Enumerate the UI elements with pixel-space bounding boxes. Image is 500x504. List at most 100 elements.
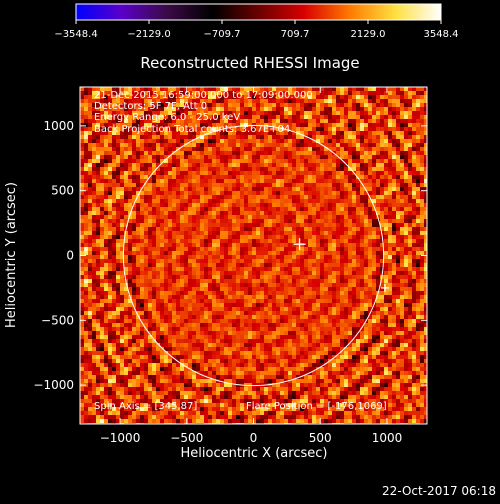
heatmap-cell: [404, 171, 408, 175]
heatmap-cell: [200, 263, 204, 267]
heatmap-cell: [124, 295, 128, 299]
heatmap-cell: [348, 175, 352, 179]
heatmap-cell: [88, 91, 92, 95]
heatmap-cell: [376, 255, 380, 259]
heatmap-cell: [96, 315, 100, 319]
heatmap-cell: [356, 155, 360, 159]
heatmap-cell: [276, 251, 280, 255]
heatmap-cell: [168, 239, 172, 243]
heatmap-cell: [272, 251, 276, 255]
heatmap-cell: [112, 191, 116, 195]
heatmap-cell: [328, 303, 332, 307]
heatmap-cell: [356, 115, 360, 119]
heatmap-cell: [368, 115, 372, 119]
heatmap-cell: [216, 227, 220, 231]
heatmap-cell: [84, 179, 88, 183]
heatmap-cell: [416, 231, 420, 235]
heatmap-cell: [164, 179, 168, 183]
heatmap-cell: [304, 291, 308, 295]
heatmap-cell: [416, 151, 420, 155]
heatmap-cell: [156, 203, 160, 207]
heatmap-cell: [292, 155, 296, 159]
heatmap-cell: [276, 279, 280, 283]
heatmap-cell: [104, 247, 108, 251]
heatmap-cell: [404, 271, 408, 275]
heatmap-cell: [328, 231, 332, 235]
heatmap-cell: [96, 259, 100, 263]
heatmap-cell: [272, 215, 276, 219]
heatmap-cell: [212, 183, 216, 187]
heatmap-cell: [196, 275, 200, 279]
heatmap-cell: [176, 307, 180, 311]
heatmap-cell: [88, 239, 92, 243]
heatmap-cell: [396, 227, 400, 231]
heatmap-cell: [84, 251, 88, 255]
heatmap-cell: [404, 255, 408, 259]
heatmap-cell: [252, 311, 256, 315]
heatmap-cell: [412, 179, 416, 183]
heatmap-cell: [308, 187, 312, 191]
heatmap-cell: [264, 115, 268, 119]
heatmap-cell: [296, 251, 300, 255]
heatmap-cell: [212, 159, 216, 163]
heatmap-cell: [380, 135, 384, 139]
heatmap-cell: [176, 247, 180, 251]
heatmap-cell: [364, 267, 368, 271]
heatmap-cell: [416, 187, 420, 191]
heatmap-cell: [88, 171, 92, 175]
heatmap-cell: [348, 115, 352, 119]
heatmap-cell: [328, 123, 332, 127]
heatmap-cell: [252, 299, 256, 303]
heatmap-cell: [248, 147, 252, 151]
heatmap-cell: [184, 275, 188, 279]
heatmap-cell: [360, 107, 364, 111]
heatmap-cell: [228, 151, 232, 155]
heatmap-cell: [112, 211, 116, 215]
heatmap-cell: [360, 287, 364, 291]
heatmap-cell: [276, 159, 280, 163]
heatmap-cell: [112, 231, 116, 235]
heatmap-cell: [180, 247, 184, 251]
heatmap-cell: [304, 123, 308, 127]
heatmap-cell: [88, 263, 92, 267]
heatmap-cell: [304, 111, 308, 115]
heatmap-cell: [256, 155, 260, 159]
heatmap-cell: [248, 187, 252, 191]
heatmap-cell: [296, 311, 300, 315]
heatmap-cell: [280, 243, 284, 247]
heatmap-cell: [192, 143, 196, 147]
heatmap-cell: [412, 251, 416, 255]
heatmap-cell: [112, 311, 116, 315]
heatmap-cell: [180, 295, 184, 299]
heatmap-cell: [236, 179, 240, 183]
heatmap-cell: [188, 203, 192, 207]
heatmap-cell: [280, 259, 284, 263]
heatmap-cell: [248, 283, 252, 287]
heatmap-cell: [132, 279, 136, 283]
heatmap-cell: [352, 311, 356, 315]
heatmap-cell: [252, 119, 256, 123]
heatmap-cell: [224, 215, 228, 219]
heatmap-cell: [312, 119, 316, 123]
heatmap-cell: [264, 227, 268, 231]
heatmap-cell: [160, 259, 164, 263]
heatmap-cell: [284, 155, 288, 159]
heatmap-cell: [200, 251, 204, 255]
heatmap-cell: [276, 243, 280, 247]
heatmap-cell: [232, 139, 236, 143]
heatmap-cell: [216, 287, 220, 291]
heatmap-cell: [144, 311, 148, 315]
heatmap-cell: [132, 243, 136, 247]
heatmap-cell: [96, 139, 100, 143]
heatmap-cell: [256, 151, 260, 155]
heatmap-cell: [172, 195, 176, 199]
heatmap-cell: [128, 239, 132, 243]
heatmap-cell: [124, 163, 128, 167]
heatmap-cell: [156, 155, 160, 159]
heatmap-cell: [80, 163, 84, 167]
heatmap-cell: [300, 155, 304, 159]
heatmap-cell: [336, 227, 340, 231]
heatmap-cell: [276, 303, 280, 307]
heatmap-cell: [300, 259, 304, 263]
heatmap-cell: [144, 307, 148, 311]
